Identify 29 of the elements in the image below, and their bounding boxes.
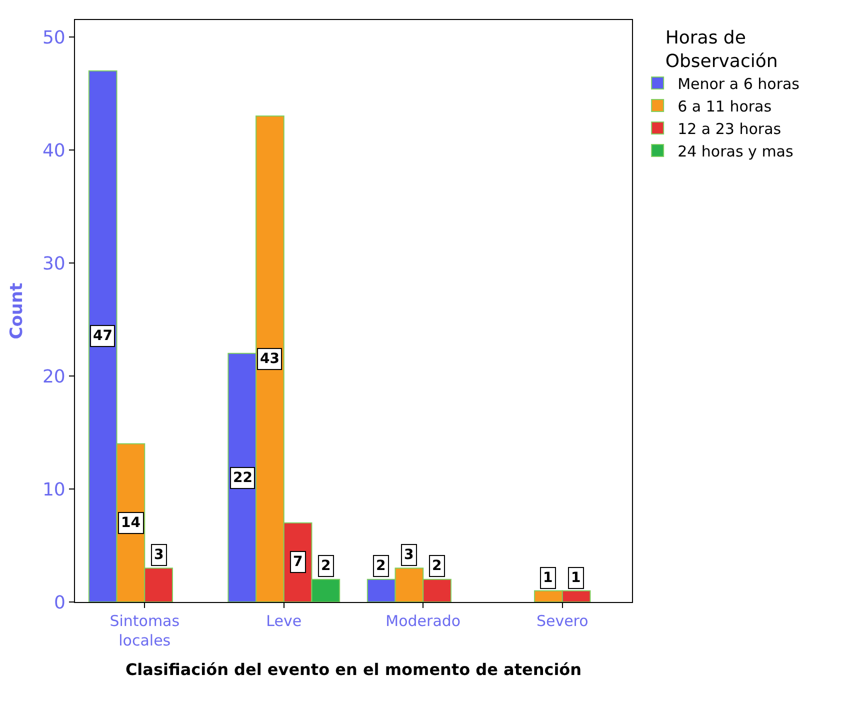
y-tick-label: 50 — [42, 27, 66, 48]
data-label: 47 — [93, 328, 112, 344]
legend-label: 12 a 23 horas — [678, 120, 782, 138]
legend-label: Menor a 6 horas — [678, 74, 800, 93]
data-label: 22 — [233, 470, 252, 486]
data-label: 3 — [404, 547, 414, 563]
data-label: 2 — [432, 558, 442, 574]
y-tick-label: 30 — [42, 253, 66, 274]
data-label: 3 — [154, 547, 164, 563]
data-label: 7 — [293, 554, 303, 570]
data-label: 2 — [376, 558, 386, 574]
data-label: 14 — [121, 515, 141, 531]
x-tick-label: Sintomas locales — [110, 612, 180, 650]
data-label: 43 — [260, 351, 280, 367]
data-label: 1 — [571, 570, 581, 586]
y-tick-label: 20 — [42, 366, 66, 388]
y-tick-label: 40 — [42, 140, 66, 162]
legend-label: 6 a 11 horas — [678, 97, 772, 116]
data-label: 1 — [543, 570, 553, 586]
y-tick-label: 0 — [54, 592, 66, 614]
legend-label: 24 horas y mas — [678, 142, 794, 160]
y-axis-title: Count — [7, 282, 28, 340]
data-label: 2 — [321, 558, 331, 574]
x-tick-label: Leve — [266, 612, 302, 630]
x-tick-label: Severo — [536, 612, 588, 630]
legend-title: Horas de Observación — [665, 27, 778, 72]
x-axis-title: Clasifiación del evento en el momento de atención — [125, 660, 582, 680]
x-tick-label: Moderado — [386, 612, 461, 630]
y-tick-label: 10 — [42, 479, 66, 500]
